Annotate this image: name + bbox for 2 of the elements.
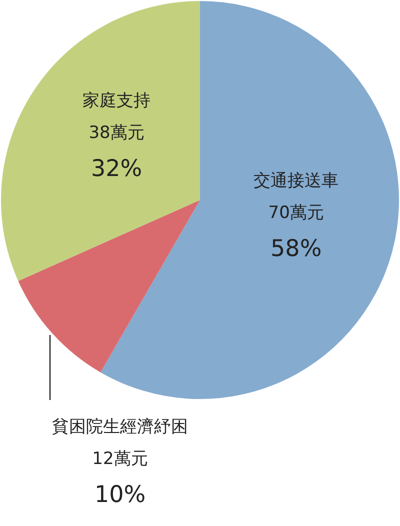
slice-label: 貧困院生經濟紓困 [52, 417, 188, 437]
data-label: 12萬元 10% [92, 449, 148, 508]
